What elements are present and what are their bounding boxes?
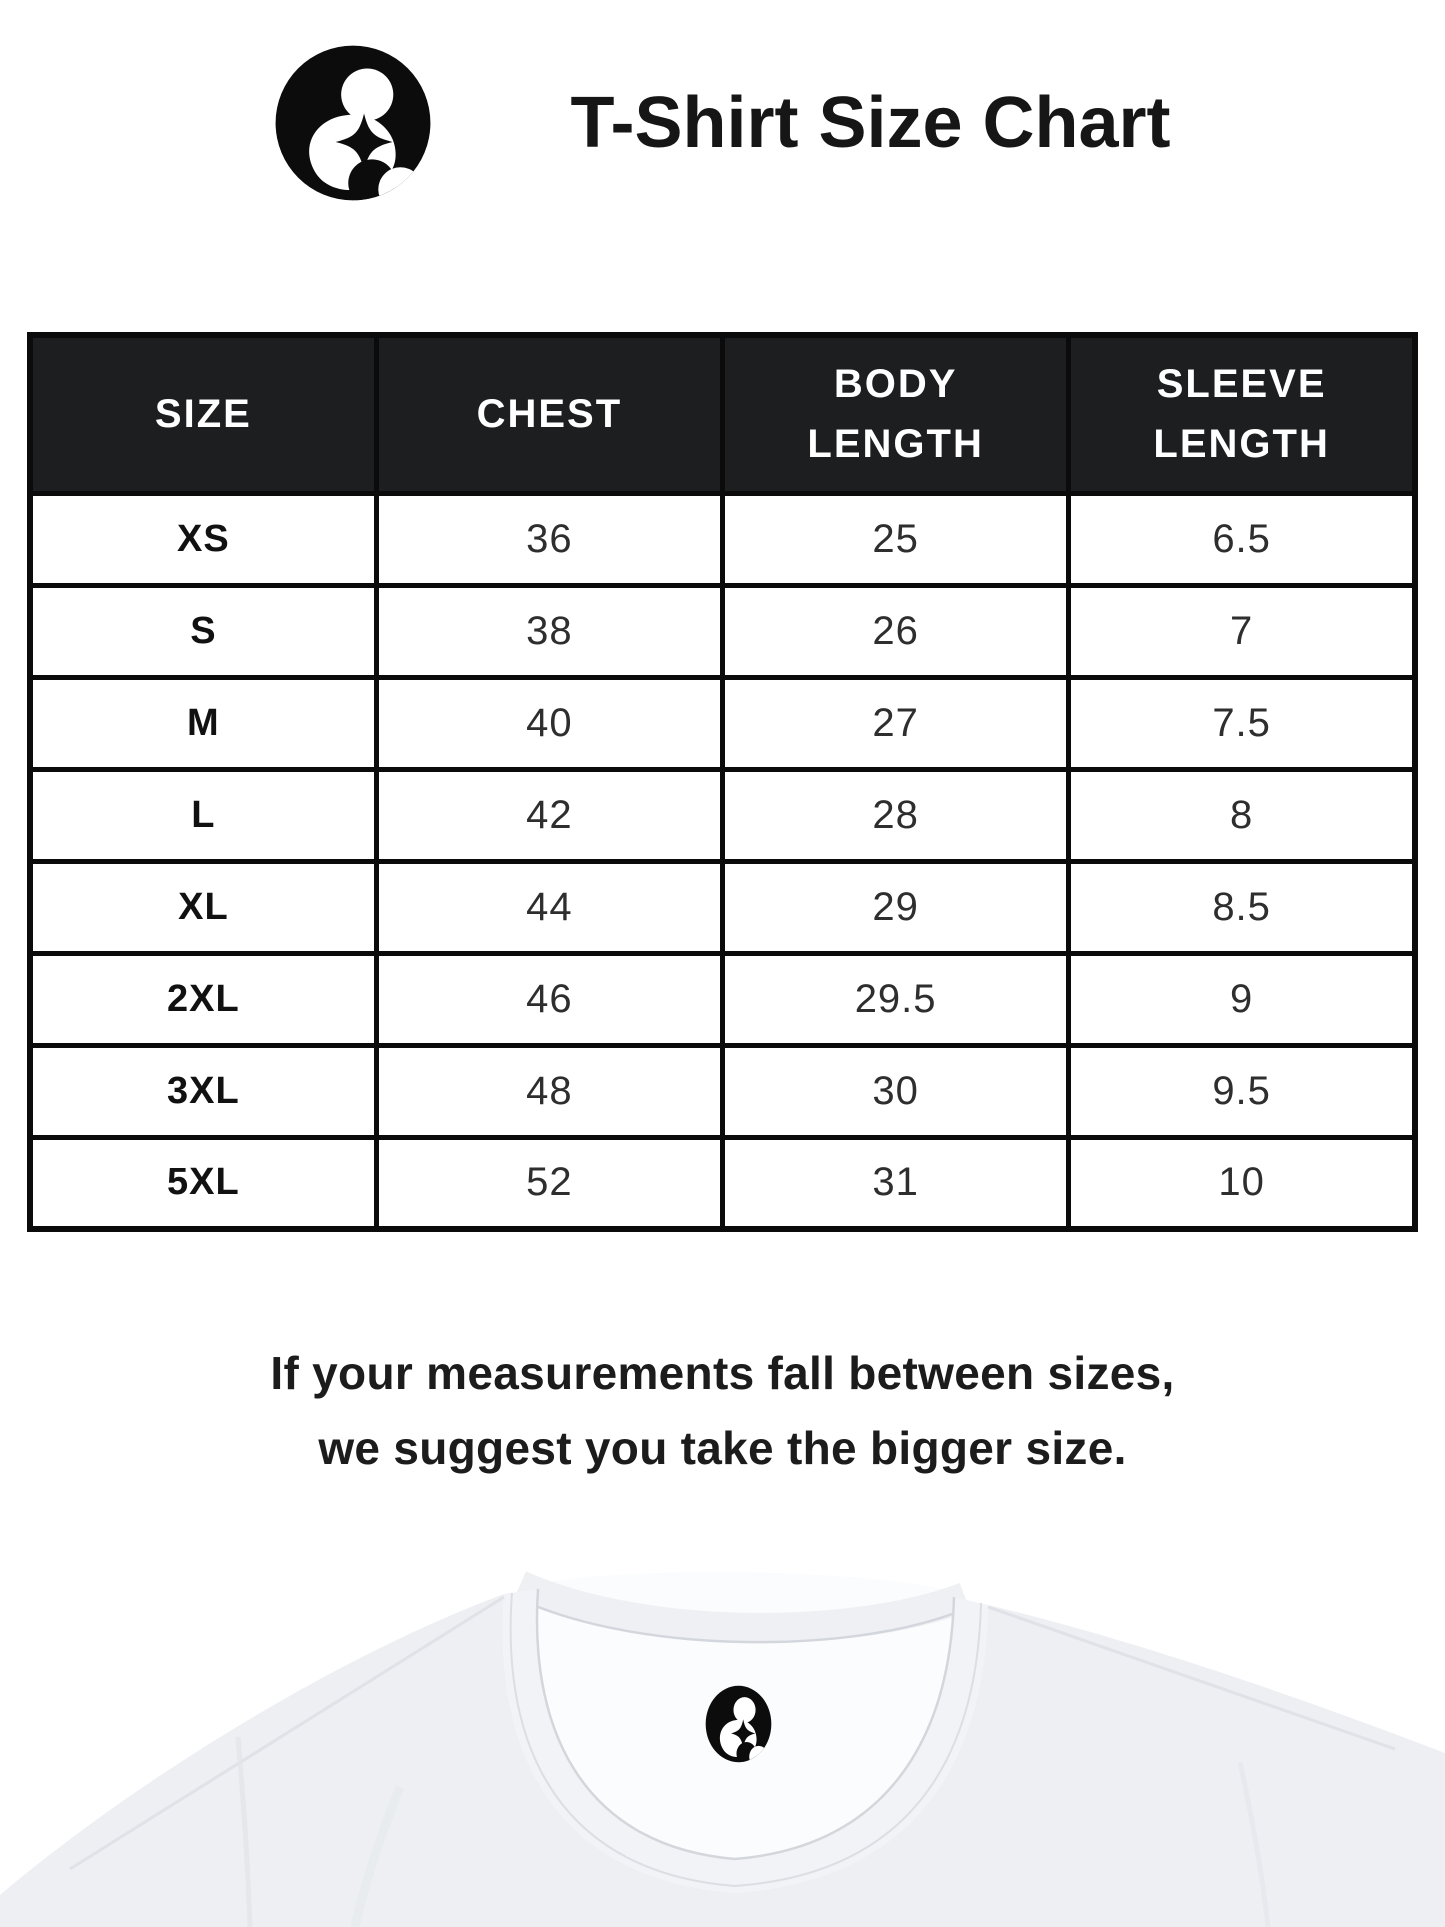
size-label: XS — [27, 490, 379, 588]
table-row-5xl: 5XL 52 31 10 — [27, 1134, 1418, 1232]
collar-outer-stitch — [509, 1592, 982, 1888]
size-label: 5XL — [27, 1134, 379, 1232]
sleeve-length-value: 9.5 — [1066, 1042, 1418, 1140]
chest-value: 40 — [373, 674, 726, 772]
size-label: M — [27, 674, 379, 772]
table-row-s: S 38 26 7 — [27, 582, 1418, 680]
column-header-body-length: BODY LENGTH — [719, 332, 1072, 496]
sleeve-length-value: 7.5 — [1066, 674, 1418, 772]
tshirt-collar-graphic — [0, 1571, 1445, 1927]
left-sleeve-seam — [235, 1736, 253, 1927]
sleeve-length-value: 6.5 — [1066, 490, 1418, 588]
chest-value: 38 — [373, 582, 726, 680]
chest-value: 52 — [373, 1134, 726, 1232]
right-sleeve-seam — [1237, 1761, 1271, 1927]
tshirt-photo — [0, 1547, 1445, 1927]
table-row-m: M 40 27 7.5 — [27, 674, 1418, 772]
column-header-sleeve-length: SLEEVE LENGTH — [1066, 332, 1418, 496]
page-title: T-Shirt Size Chart — [570, 83, 1171, 163]
front-collar-band — [502, 1589, 988, 1893]
body-length-value: 25 — [719, 490, 1072, 588]
table-row-xs: XS 36 25 6.5 — [27, 490, 1418, 588]
size-label: S — [27, 582, 379, 680]
column-header-size: SIZE — [27, 332, 379, 496]
table-header-row: SIZE CHEST BODY LENGTH SLEEVE LENGTH — [27, 332, 1418, 496]
body-length-value: 30 — [719, 1042, 1072, 1140]
sleeve-length-value: 9 — [1066, 950, 1418, 1048]
chest-value: 46 — [373, 950, 726, 1048]
person-with-star-logo-icon — [274, 44, 432, 202]
chest-value: 36 — [373, 490, 726, 588]
collar-inner-seam — [535, 1588, 956, 1861]
body-length-value: 29.5 — [719, 950, 1072, 1048]
sleeve-length-value: 7 — [1066, 582, 1418, 680]
sizing-note: If your measurements fall between sizes,… — [0, 1336, 1445, 1485]
body-length-value: 26 — [719, 582, 1072, 680]
body-length-value: 28 — [719, 766, 1072, 864]
sleeve-length-value: 10 — [1066, 1134, 1418, 1232]
back-collar-seam — [523, 1599, 961, 1644]
right-shoulder-seam — [987, 1605, 1396, 1751]
chest-value: 42 — [373, 766, 726, 864]
brand-logo — [274, 44, 432, 202]
sleeve-length-value: 8 — [1066, 766, 1418, 864]
left-shoulder-seam — [69, 1595, 505, 1871]
column-header-chest: CHEST — [373, 332, 726, 496]
brand-header: T-Shirt Size Chart — [0, 0, 1445, 202]
back-collar-band — [513, 1571, 971, 1643]
size-label: 3XL — [27, 1042, 379, 1140]
size-label: XL — [27, 858, 379, 956]
size-label: 2XL — [27, 950, 379, 1048]
size-chart-table: SIZE CHEST BODY LENGTH SLEEVE LENGTH XS … — [27, 332, 1418, 1232]
size-label: L — [27, 766, 379, 864]
chest-value: 44 — [373, 858, 726, 956]
body-length-value: 29 — [719, 858, 1072, 956]
table-row-xl: XL 44 29 8.5 — [27, 858, 1418, 956]
sleeve-length-value: 8.5 — [1066, 858, 1418, 956]
shirt-body — [0, 1594, 1445, 1927]
body-length-value: 31 — [719, 1134, 1072, 1232]
body-length-value: 27 — [719, 674, 1072, 772]
sizing-note-line2: we suggest you take the bigger size. — [318, 1421, 1127, 1474]
chest-value: 48 — [373, 1042, 726, 1140]
table-row-3xl: 3XL 48 30 9.5 — [27, 1042, 1418, 1140]
table-row-l: L 42 28 8 — [27, 766, 1418, 864]
sizing-note-line1: If your measurements fall between sizes, — [270, 1347, 1175, 1399]
table-row-2xl: 2XL 46 29.5 9 — [27, 950, 1418, 1048]
fabric-crease — [350, 1785, 405, 1927]
